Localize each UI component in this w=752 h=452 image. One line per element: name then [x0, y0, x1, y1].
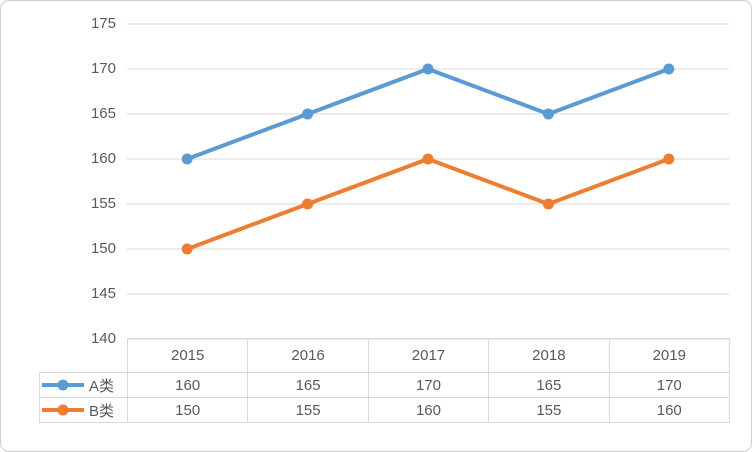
y-axis-tick-label: 145 [90, 285, 116, 302]
value-cell: 155 [488, 397, 610, 423]
y-axis-tick-label: 140 [90, 330, 116, 347]
table-header-row: 2015 2016 2017 2018 2019 [40, 338, 730, 373]
y-axis-tick-label: 155 [90, 195, 116, 212]
series-a-line-marker-icon [42, 379, 84, 391]
value-cell: 160 [367, 397, 490, 423]
value-cell: 160 [126, 372, 249, 398]
value-cell: 170 [608, 372, 730, 398]
y-axis-tick-label: 170 [90, 60, 116, 77]
value-cell: 170 [367, 372, 490, 398]
year-header-2016: 2016 [247, 338, 369, 373]
y-axis-tick-label: 150 [90, 240, 116, 257]
table-corner-cell [40, 339, 128, 373]
y-axis-tick-label: 165 [90, 105, 116, 122]
series-a-label: A类 [89, 377, 115, 395]
y-axis-tick-label: 160 [90, 150, 116, 167]
legend-item-series-a: A类 [39, 372, 128, 398]
year-header-2017: 2017 [367, 338, 490, 373]
y-axis-tick-label: 175 [90, 15, 116, 32]
series-b-line-marker-icon [42, 404, 84, 416]
legend-item-series-b: B类 [39, 397, 128, 423]
value-cell: 160 [608, 397, 730, 423]
data-table: 2015 2016 2017 2018 2019 A类 160 165 170 … [39, 338, 730, 423]
year-header-2019: 2019 [608, 338, 730, 373]
year-header-2018: 2018 [488, 338, 610, 373]
value-cell: 165 [247, 372, 369, 398]
value-cell: 155 [247, 397, 369, 423]
table-row-series-b: B类 150 155 160 155 160 [39, 397, 730, 423]
year-header-2015: 2015 [126, 338, 249, 373]
value-cell: 165 [488, 372, 610, 398]
series-b-label: B类 [89, 402, 115, 420]
value-cell: 150 [126, 397, 249, 423]
table-row-series-a: A类 160 165 170 165 170 [39, 372, 730, 398]
